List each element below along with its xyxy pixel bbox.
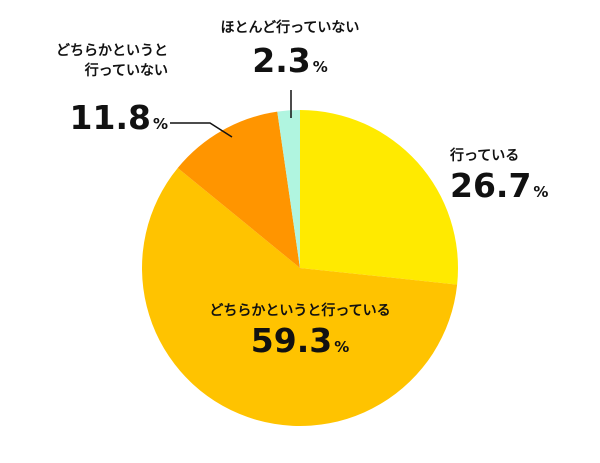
pie-slice bbox=[277, 110, 300, 268]
pie bbox=[141, 110, 458, 426]
value-unit: % bbox=[533, 183, 548, 201]
category-label: 行っている bbox=[449, 147, 519, 164]
value-label: 11.8% bbox=[70, 98, 168, 137]
value-label: 59.3% bbox=[251, 321, 349, 360]
pie-slice bbox=[177, 111, 300, 268]
value-number: 26.7 bbox=[450, 166, 531, 205]
value-number: 59.3 bbox=[251, 321, 332, 360]
leader-line bbox=[170, 122, 233, 138]
value-label: 26.7% bbox=[450, 166, 548, 205]
value-label: 2.3% bbox=[252, 41, 328, 80]
category-label: どちらかというと行っている bbox=[209, 302, 390, 319]
category-label: どちらかというと行っていない bbox=[56, 43, 168, 79]
value-number: 11.8 bbox=[70, 98, 151, 137]
value-number: 2.3 bbox=[252, 41, 310, 80]
pie-slice bbox=[300, 110, 458, 285]
value-unit: % bbox=[153, 115, 168, 133]
pie-slice bbox=[141, 167, 458, 426]
value-unit: % bbox=[313, 58, 328, 76]
category-label: ほとんど行っていない bbox=[221, 19, 360, 36]
value-unit: % bbox=[334, 338, 349, 356]
